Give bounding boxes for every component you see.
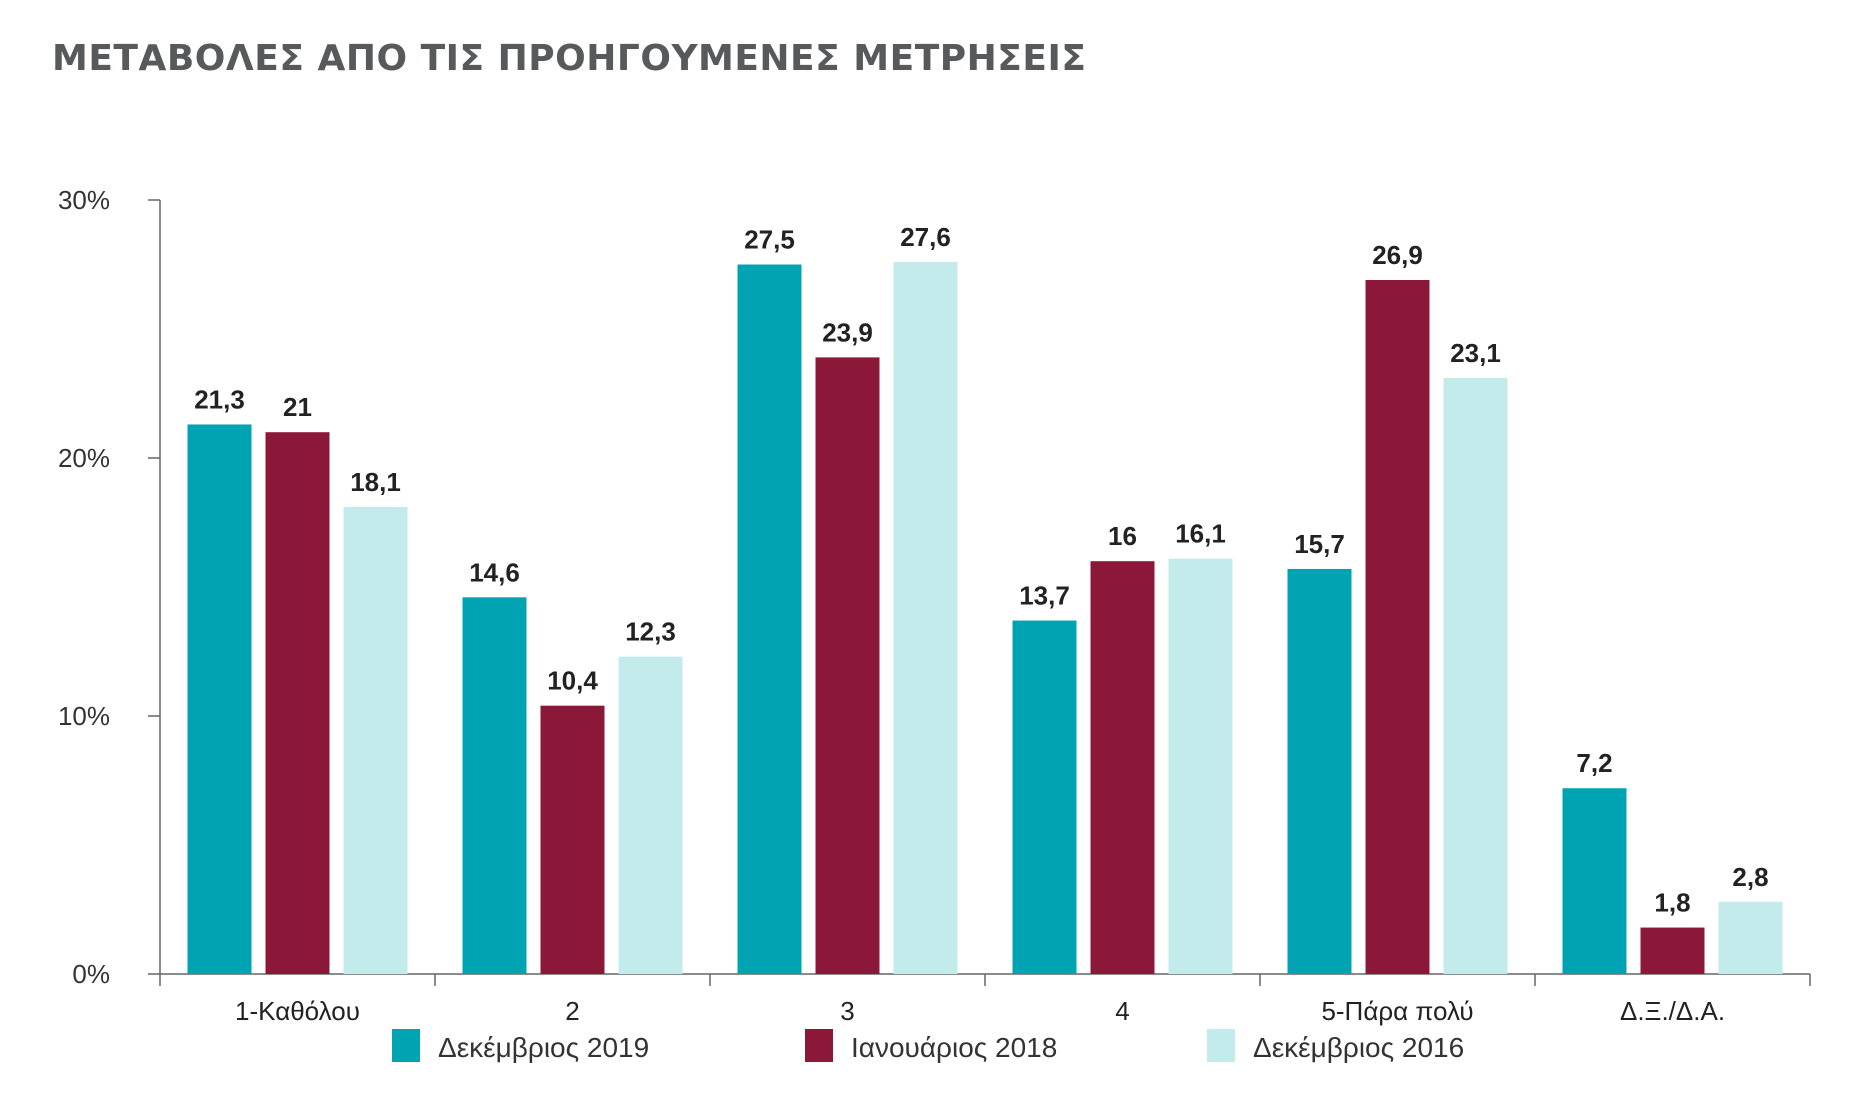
bar [1562,788,1627,974]
bar-value-label: 23,1 [1450,338,1501,368]
bar [462,597,527,974]
bar [265,432,330,974]
bar [1090,561,1155,974]
bar-value-label: 18,1 [350,467,401,497]
bar-value-label: 12,3 [625,617,676,647]
bar-value-label: 15,7 [1294,529,1345,559]
bar-value-label: 16,1 [1175,519,1226,549]
bar [1718,901,1783,974]
bar-value-label: 10,4 [547,666,598,696]
bar [893,261,958,974]
y-tick-label: 0% [72,959,110,989]
bar [737,264,802,974]
x-category-label: 3 [840,996,854,1026]
legend-label: Δεκέμβριος 2016 [1253,1032,1464,1063]
bar-value-label: 7,2 [1576,748,1612,778]
bar [1640,927,1705,974]
bar-value-label: 2,8 [1732,862,1768,892]
bar [1168,558,1233,974]
chart-legend: Δεκέμβριος 2019 Ιανουάριος 2018 Δεκέμβριος… [392,1029,1464,1063]
legend-swatch [805,1029,833,1062]
bar-value-label: 21,3 [194,384,245,414]
bar [1012,620,1077,974]
legend-swatch [392,1029,420,1062]
bar [1443,378,1508,974]
bar [343,507,408,974]
x-category-label: Δ.Ξ./Δ.Α. [1620,996,1725,1026]
bar-value-label: 27,6 [900,222,951,252]
bar-value-label: 16 [1108,521,1137,551]
bar [187,424,252,975]
legend-label: Δεκέμβριος 2019 [438,1032,649,1063]
bar-value-label: 13,7 [1019,581,1070,611]
bar-value-label: 1,8 [1654,888,1690,918]
bar-value-label: 23,9 [822,317,873,347]
legend-label: Ιανουάριος 2018 [851,1032,1057,1063]
y-tick-label: 10% [58,701,110,731]
bar-value-label: 27,5 [744,225,795,255]
bar [1287,568,1352,974]
bar-value-label: 26,9 [1372,240,1423,270]
chart-bars [187,261,1783,975]
y-tick-label: 30% [58,185,110,215]
chart-title: ΜΕΤΑΒΟΛΕΣ ΑΠΟ ΤΙΣ ΠΡΟΗΓΟΥΜΕΝΕΣ ΜΕΤΡΗΣΕΙΣ [52,38,1087,79]
bar [618,656,683,974]
x-category-label: 2 [565,996,579,1026]
bar [815,357,880,974]
bar-value-label: 21 [283,392,312,422]
x-category-label: 1-Καθόλου [235,996,360,1026]
chart-axes: 0% 10% 20% 30% 1-Καθόλου 2 3 4 5-Πάρα πολύ Δ.Ξ./Δ… [58,185,1811,1026]
bar [1365,279,1430,975]
y-tick-label: 20% [58,443,110,473]
x-category-label: 4 [1115,996,1129,1026]
legend-swatch [1207,1029,1235,1062]
chart-value-labels: 21,3 21 18,1 14,6 10,4 12,3 27,5 23,9 27,6 13,7 16… [194,222,1768,918]
x-category-label: 5-Πάρα πολύ [1321,996,1473,1026]
bar [540,705,605,974]
bar-value-label: 14,6 [469,557,520,587]
